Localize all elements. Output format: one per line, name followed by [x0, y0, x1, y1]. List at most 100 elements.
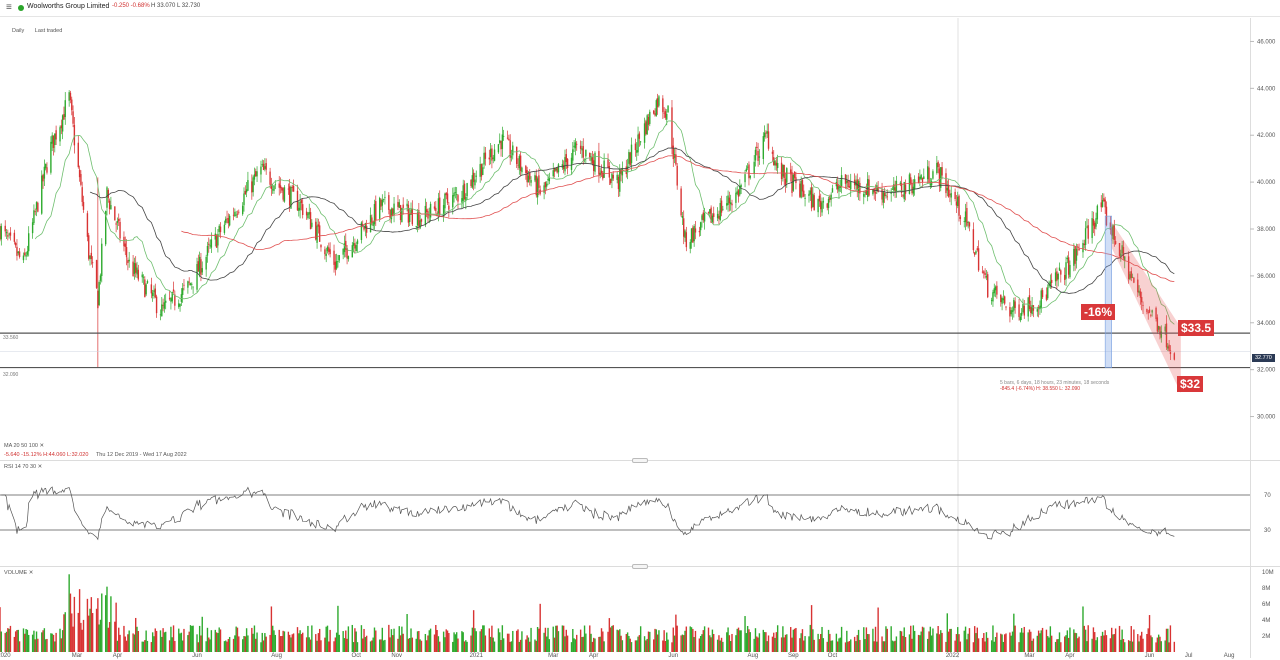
- volume-bar: [1167, 628, 1169, 652]
- hamburger-icon[interactable]: ≡: [6, 2, 12, 13]
- volume-bar: [1118, 625, 1121, 652]
- ma-values-row: -5.640 -15.12% H:44.060 L:32.020 Thu 12 …: [4, 452, 187, 458]
- volume-bar: [690, 627, 693, 652]
- candle-body: [1138, 290, 1140, 294]
- volume-bar: [546, 636, 548, 652]
- volume-bar: [1078, 636, 1080, 652]
- volume-bar: [838, 638, 840, 652]
- candle-body: [992, 292, 994, 302]
- volume-bar: [534, 639, 536, 652]
- rsi-close-icon[interactable]: ✕: [37, 464, 43, 470]
- ma-title[interactable]: MA 20 50 100: [4, 443, 38, 449]
- y-tick-label: 36.000: [1257, 274, 1276, 280]
- x-tick-label: Aug: [271, 653, 282, 659]
- candle-body: [1014, 301, 1016, 308]
- candle-body: [1064, 274, 1066, 280]
- candle-body: [43, 166, 46, 179]
- volume-bar: [206, 627, 209, 652]
- candle-body: [510, 156, 513, 158]
- panel-resize-handle-2[interactable]: [632, 564, 648, 569]
- candle-body: [445, 192, 447, 196]
- volume-bar: [675, 614, 677, 652]
- volume-bar: [1168, 642, 1170, 652]
- candle-body: [347, 256, 350, 260]
- volume-bar: [1014, 625, 1016, 652]
- volume-bar: [133, 634, 136, 652]
- candle-body: [689, 242, 691, 249]
- candle-body: [766, 131, 768, 134]
- volume-bar: [264, 633, 266, 652]
- candle-body: [619, 169, 621, 192]
- volume-bar: [115, 602, 117, 652]
- volume-bar: [1120, 639, 1122, 652]
- volume-bar: [243, 636, 245, 652]
- volume-bar: [565, 629, 567, 652]
- candle-body: [658, 96, 660, 106]
- volume-bar: [881, 636, 883, 652]
- candle-body: [929, 183, 932, 186]
- volume-bar: [197, 642, 200, 652]
- volume-bar: [1131, 641, 1134, 652]
- volume-bar: [227, 639, 230, 652]
- candle-body: [362, 224, 364, 225]
- volume-bar: [445, 629, 447, 652]
- candle-body: [95, 260, 98, 288]
- volume-bar: [488, 628, 491, 652]
- candle-body: [28, 233, 30, 252]
- candle-body: [420, 219, 423, 222]
- x-tick-label: Jun: [668, 653, 678, 659]
- candle-body: [737, 190, 740, 197]
- candle-body: [957, 196, 959, 207]
- panel-resize-handle-1[interactable]: [632, 458, 648, 463]
- candle-body: [137, 269, 140, 280]
- volume-bar: [343, 638, 346, 652]
- candle-body: [762, 136, 765, 160]
- volume-bar: [713, 634, 715, 652]
- volume-bar: [1066, 630, 1069, 652]
- candle-body: [570, 157, 573, 170]
- volume-bar: [689, 626, 691, 652]
- candle-body: [127, 260, 129, 264]
- volume-bar: [839, 637, 841, 652]
- volume-bar: [1003, 634, 1006, 652]
- volume-bar: [954, 640, 956, 652]
- volume-bar: [803, 640, 805, 652]
- candle-body: [518, 156, 521, 169]
- volume-bar: [311, 625, 313, 652]
- volume-close-icon[interactable]: ✕: [28, 570, 34, 576]
- candle-body: [427, 211, 429, 219]
- volume-bar: [628, 636, 630, 652]
- candle-body: [1127, 256, 1130, 280]
- candle-body: [521, 167, 523, 173]
- volume-bar: [1069, 627, 1071, 652]
- volume-bar: [245, 628, 248, 652]
- price-mode-selector[interactable]: Last traded: [34, 28, 63, 34]
- volume-bar: [780, 637, 783, 652]
- volume-title[interactable]: VOLUME: [4, 570, 28, 576]
- candle-body: [1160, 331, 1162, 338]
- candle-body: [675, 154, 677, 165]
- ma-close-icon[interactable]: ✕: [39, 443, 45, 449]
- volume-bar: [73, 596, 76, 652]
- volume-bar: [886, 628, 888, 652]
- candle-body: [753, 161, 755, 174]
- candle-body: [378, 197, 381, 219]
- volume-bar: [1094, 632, 1096, 652]
- volume-bar: [31, 634, 34, 652]
- candle-body: [964, 211, 967, 223]
- rsi-title[interactable]: RSI 14 70 30: [4, 464, 37, 470]
- volume-bar: [536, 627, 539, 652]
- volume-bar: [1150, 635, 1152, 652]
- candle-body: [123, 236, 125, 247]
- volume-bar: [14, 631, 17, 652]
- candle-body: [827, 198, 830, 209]
- interval-selector[interactable]: Daily: [12, 28, 25, 34]
- candle-body: [1023, 305, 1025, 316]
- candle-body: [4, 225, 6, 232]
- candle-body: [664, 111, 667, 118]
- instrument-name[interactable]: Woolworths Group Limited: [27, 3, 110, 10]
- volume-bar: [228, 636, 231, 652]
- candle-body: [672, 145, 674, 160]
- volume-bar: [735, 635, 737, 652]
